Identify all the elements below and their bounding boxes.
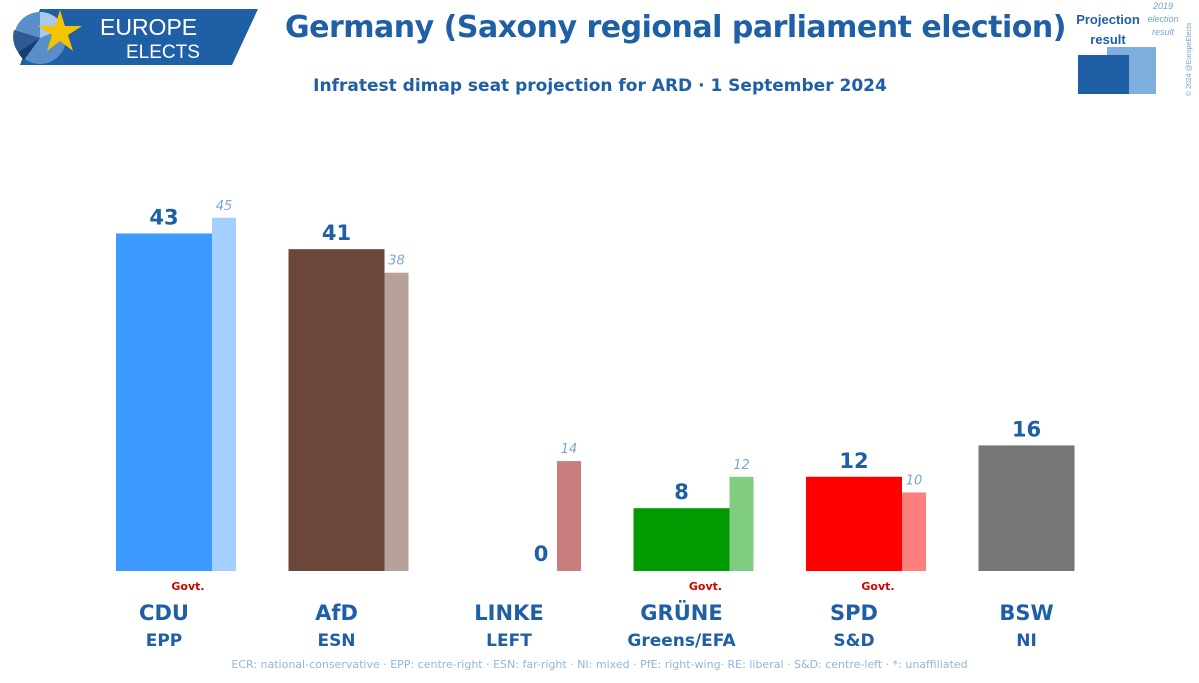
- copyright: © 2024 @EuropeElects: [1185, 22, 1193, 96]
- govt-label: Govt.: [171, 580, 204, 593]
- legend-previous-line2: election: [1147, 14, 1178, 24]
- value-label-projection: 41: [322, 221, 351, 245]
- legend-projection-swatch: [1078, 55, 1129, 94]
- legend: Projection result 2019 election result ©…: [1076, 1, 1193, 96]
- legend-previous-line1: 2019: [1152, 1, 1173, 11]
- party-label: GRÜNE: [640, 600, 722, 625]
- bar-previous-grüne: [729, 476, 754, 571]
- group-label: Greens/EFA: [627, 631, 736, 651]
- europe-elects-logo: EUROPE ELECTS: [13, 9, 258, 65]
- bar-previous-spd: [902, 492, 926, 571]
- value-label-previous: 10: [906, 474, 923, 489]
- group-label: NI: [1016, 631, 1037, 651]
- group-label: ESN: [317, 631, 355, 651]
- brand-line2: ELECTS: [126, 42, 200, 63]
- star-icon: [38, 10, 82, 51]
- govt-label: Govt.: [689, 580, 722, 593]
- group-label: S&D: [833, 631, 874, 651]
- value-label-previous: 45: [216, 199, 233, 214]
- bar-previous-cdu: [212, 217, 236, 571]
- bar-previous-afd: [384, 272, 409, 571]
- bar-projection-grüne: [633, 508, 730, 571]
- party-label: LINKE: [474, 601, 543, 625]
- party-label: CDU: [139, 601, 189, 625]
- value-label-previous: 14: [561, 442, 578, 457]
- party-label: SPD: [830, 601, 878, 625]
- value-label-projection: 16: [1012, 417, 1041, 441]
- legend-projection-line2: result: [1090, 32, 1126, 47]
- bar-projection-afd: [288, 249, 385, 571]
- legend-previous-line3: result: [1152, 27, 1175, 37]
- group-label: EPP: [146, 631, 183, 651]
- value-label-projection: 8: [674, 480, 689, 504]
- chart-subtitle: Infratest dimap seat projection for ARD …: [313, 76, 887, 96]
- value-label-projection: 0: [534, 542, 549, 566]
- legend-projection-line1: Projection: [1076, 12, 1140, 27]
- value-label-projection: 43: [149, 205, 178, 229]
- bar-projection-bsw: [978, 445, 1075, 571]
- group-label: LEFT: [486, 631, 532, 651]
- value-label-previous: 38: [388, 254, 405, 269]
- govt-label: Govt.: [861, 580, 894, 593]
- value-label-previous: 12: [733, 458, 750, 473]
- brand-line1: EUROPE: [100, 14, 197, 40]
- value-label-projection: 12: [839, 449, 868, 473]
- party-label: AfD: [315, 601, 358, 625]
- bar-projection-cdu: [116, 233, 212, 571]
- party-label: BSW: [999, 601, 1053, 625]
- footnote: ECR: national-conservative · EPP: centre…: [231, 658, 968, 671]
- bar-projection-spd: [806, 476, 902, 571]
- bar-previous-linke: [557, 461, 581, 571]
